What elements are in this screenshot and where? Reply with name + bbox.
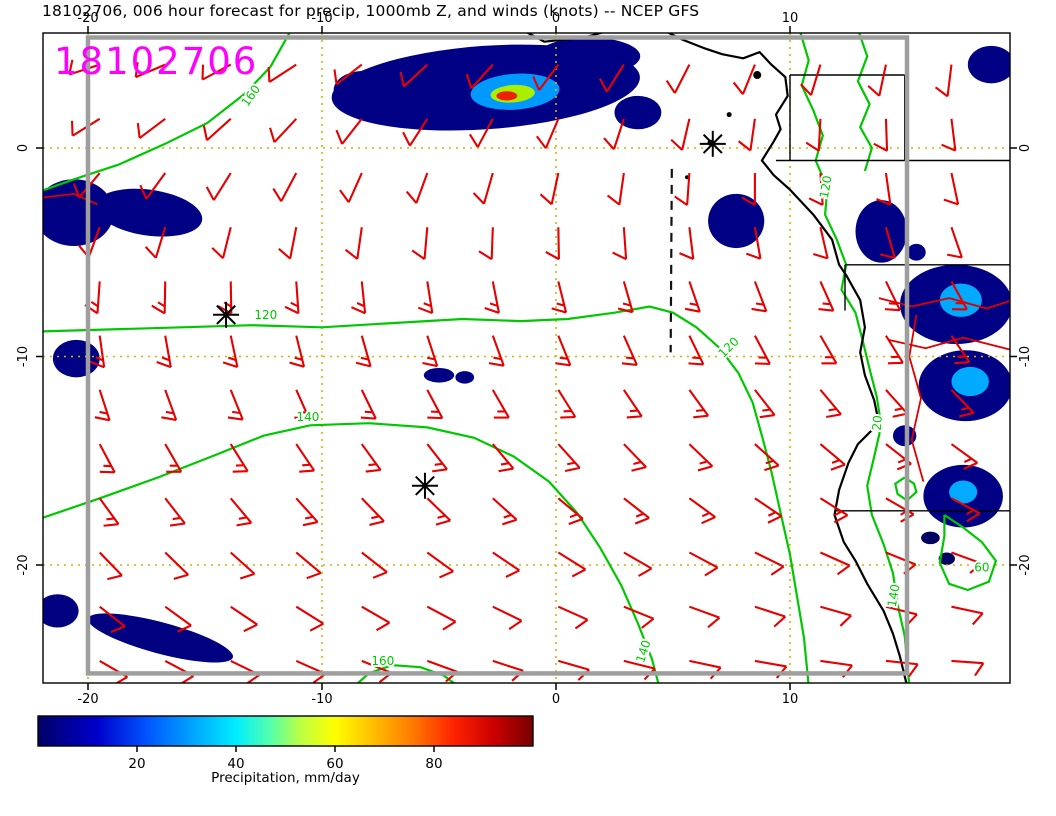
domain-frame [85, 35, 910, 676]
svg-text:-20: -20 [16, 554, 31, 575]
colorbar-label: Precipitation, mm/day [211, 770, 360, 786]
svg-text:-10: -10 [311, 692, 332, 707]
wind-barb-layer [68, 59, 985, 683]
height-contour-layer [43, 33, 1010, 683]
svg-text:-20: -20 [77, 692, 98, 707]
svg-text:120: 120 [817, 174, 835, 199]
svg-text:140: 140 [885, 583, 903, 608]
svg-text:80: 80 [425, 756, 442, 772]
low-center-markers [213, 130, 726, 499]
svg-text:0: 0 [1018, 144, 1033, 152]
svg-text:20: 20 [128, 756, 145, 772]
svg-text:-20: -20 [77, 11, 98, 26]
svg-text:20: 20 [870, 415, 885, 431]
svg-text:120: 120 [254, 308, 277, 322]
svg-text:-10: -10 [311, 11, 332, 26]
svg-text:0: 0 [16, 144, 31, 152]
svg-text:140: 140 [297, 410, 320, 424]
dashed-line-layer [669, 168, 673, 353]
svg-text:60: 60 [974, 560, 989, 574]
figure-title: 18102706, 006 hour forecast for precip, … [42, 2, 700, 20]
svg-text:40: 40 [227, 756, 244, 772]
svg-text:10: 10 [782, 11, 799, 26]
svg-text:160: 160 [371, 654, 394, 668]
svg-text:0: 0 [552, 11, 560, 26]
svg-text:-10: -10 [1018, 346, 1033, 367]
svg-text:-10: -10 [16, 346, 31, 367]
svg-text:0: 0 [552, 692, 560, 707]
svg-text:10: 10 [782, 692, 799, 707]
svg-text:60: 60 [326, 756, 343, 772]
precip-shading-layer [43, 37, 1010, 663]
axes-layer: -20 -20 -10 -10 0 0 10 10 0 0 -10 -10 -20 -20 [16, 11, 1033, 707]
colorbar: 20 40 60 80 [37, 715, 534, 772]
forecast-id-overlay: 18102706 [54, 40, 259, 83]
svg-text:-20: -20 [1018, 554, 1033, 575]
